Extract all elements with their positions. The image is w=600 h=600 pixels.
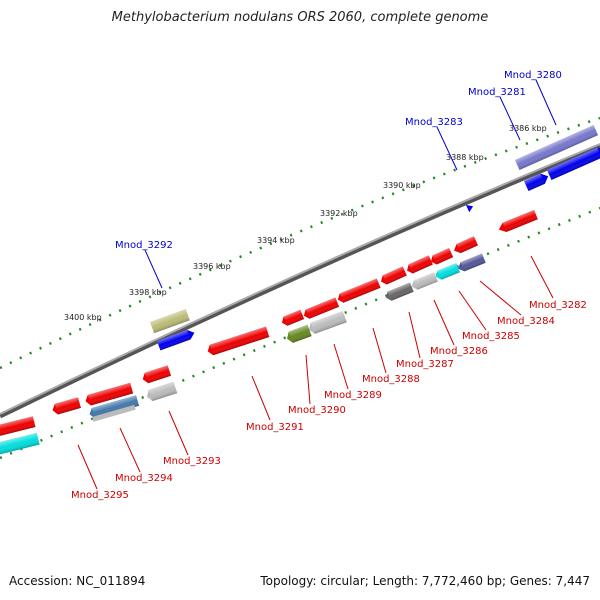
label-mnod-3291[interactable]: Mnod_3291	[246, 422, 304, 433]
gene-mnod-3295[interactable]	[0, 416, 36, 437]
gene-mnod-3294[interactable]	[88, 395, 140, 419]
leader-mnod-3289	[333, 343, 349, 390]
genome-backbone-highlight	[0, 143, 600, 415]
leader-mnod-3291	[251, 375, 271, 421]
tick-label-3400: 3400 kbp	[64, 313, 102, 322]
tick-label-3392: 3392 kbp	[320, 209, 358, 218]
tick-label-3386: 3386 kbp	[509, 124, 547, 133]
gene-mnod-3286[interactable]	[434, 263, 460, 281]
gene-mnod-3292[interactable]	[150, 309, 190, 334]
gene-mnod-3284[interactable]	[452, 236, 478, 255]
leader-mnod-3284	[479, 280, 522, 316]
gene-mnod-3291[interactable]	[206, 326, 270, 357]
leader-mnod-3295	[77, 444, 98, 490]
leader-mnod-3283	[436, 126, 458, 171]
accession-text: Accession: NC_011894	[9, 574, 146, 588]
gene-mnod-3282[interactable]	[497, 210, 538, 234]
map-title: Methylobacterium nodulans ORS 2060, comp…	[111, 10, 489, 25]
label-mnod-3280[interactable]: Mnod_3280	[504, 70, 562, 81]
label-mnod-3282[interactable]: Mnod_3282	[529, 300, 587, 311]
leader-mnod-3282	[530, 255, 554, 299]
gene-mnod-3280[interactable]	[515, 125, 599, 171]
gene-red-3288b[interactable]	[405, 255, 433, 275]
gene-red-3292a[interactable]	[141, 365, 172, 384]
leader-mnod-3292	[144, 249, 163, 289]
gene-red-3288c[interactable]	[379, 266, 407, 286]
gene-mnod-3285[interactable]	[456, 253, 486, 274]
gene-mnod-3281[interactable]	[547, 145, 600, 181]
leader-mnod-3294	[119, 427, 141, 473]
leader-mnod-3286	[433, 299, 455, 346]
label-mnod-3283[interactable]: Mnod_3283	[405, 117, 463, 128]
gene-red-3293a[interactable]	[84, 382, 134, 407]
leader-mnod-3281	[499, 96, 521, 141]
label-mnod-3293[interactable]: Mnod_3293	[163, 456, 221, 467]
leader-mnod-3293	[168, 410, 189, 456]
label-mnod-3289[interactable]: Mnod_3289	[324, 390, 382, 401]
label-mnod-3290[interactable]: Mnod_3290	[288, 405, 346, 416]
genome-backbone	[0, 143, 600, 419]
gene-mnod-3287[interactable]	[410, 272, 438, 291]
gene-mnod-3293[interactable]	[145, 381, 178, 403]
label-mnod-3285[interactable]: Mnod_3285	[462, 331, 520, 342]
label-mnod-3284[interactable]: Mnod_3284	[497, 316, 555, 327]
gene-mnod-3283[interactable]	[524, 171, 550, 192]
leader-mnod-3285	[458, 290, 487, 331]
leader-mnod-3288	[372, 327, 387, 374]
leader-mnod-3280	[535, 79, 557, 126]
gene-red-3289b[interactable]	[280, 309, 305, 328]
label-mnod-3288[interactable]: Mnod_3288	[362, 374, 420, 385]
tick-label-3388: 3388 kbp	[446, 153, 484, 162]
gene-mnod-3290[interactable]	[285, 324, 312, 344]
leader-mnod-3287	[408, 311, 421, 359]
label-mnod-3287[interactable]: Mnod_3287	[396, 359, 454, 370]
label-mnod-3294[interactable]: Mnod_3294	[115, 473, 173, 484]
label-mnod-3286[interactable]: Mnod_3286	[430, 346, 488, 357]
gene-red-3289a[interactable]	[302, 297, 340, 321]
tick-label-3390: 3390 kbp	[383, 181, 421, 190]
gene-mnod-3288[interactable]	[384, 282, 414, 303]
topology-summary: Topology: circular; Length: 7,772,460 bp…	[260, 574, 590, 588]
leader-mnod-3290	[305, 354, 311, 405]
tick-label-3398: 3398 kbp	[129, 288, 167, 297]
label-mnod-3295[interactable]: Mnod_3295	[71, 490, 129, 501]
gene-red-3294a[interactable]	[51, 397, 81, 415]
label-mnod-3292[interactable]: Mnod_3292	[115, 240, 173, 251]
gene-mnod-3294-grey[interactable]	[92, 404, 136, 422]
gene-mnod-3292-partner[interactable]	[157, 328, 196, 351]
gene-red-3288a[interactable]	[429, 248, 454, 266]
gene-red-3288d[interactable]	[336, 278, 381, 305]
gene-mnod-3289[interactable]	[307, 311, 347, 335]
label-mnod-3281[interactable]: Mnod_3281	[468, 87, 526, 98]
gene-mnod-3283-small[interactable]	[466, 203, 475, 213]
tick-label-3396: 3396 kbp	[193, 262, 231, 271]
tick-label-3394: 3394 kbp	[257, 236, 295, 245]
gene-cyan-3295[interactable]	[0, 432, 40, 455]
